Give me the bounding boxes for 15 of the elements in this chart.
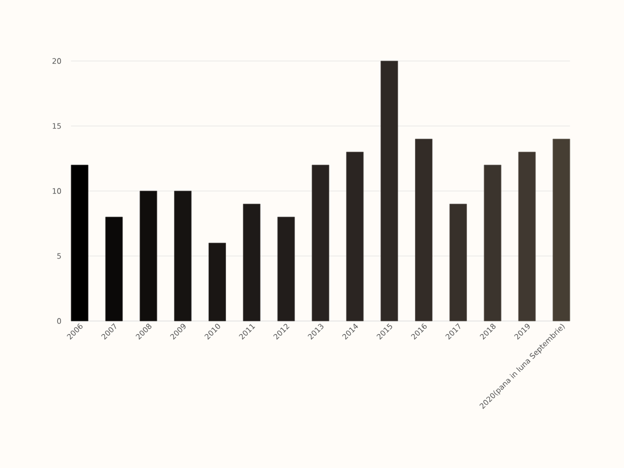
bar xyxy=(70,164,88,322)
bar xyxy=(346,152,364,322)
bar xyxy=(208,242,226,322)
bar xyxy=(242,204,260,322)
bar xyxy=(140,190,158,322)
bar xyxy=(277,216,295,322)
bar xyxy=(552,138,570,322)
bar xyxy=(415,138,432,322)
bar xyxy=(484,164,502,322)
bar xyxy=(449,204,467,322)
bar xyxy=(312,164,330,322)
bar xyxy=(380,60,398,322)
bar xyxy=(174,190,192,322)
bar xyxy=(518,152,536,322)
bar xyxy=(105,216,123,322)
